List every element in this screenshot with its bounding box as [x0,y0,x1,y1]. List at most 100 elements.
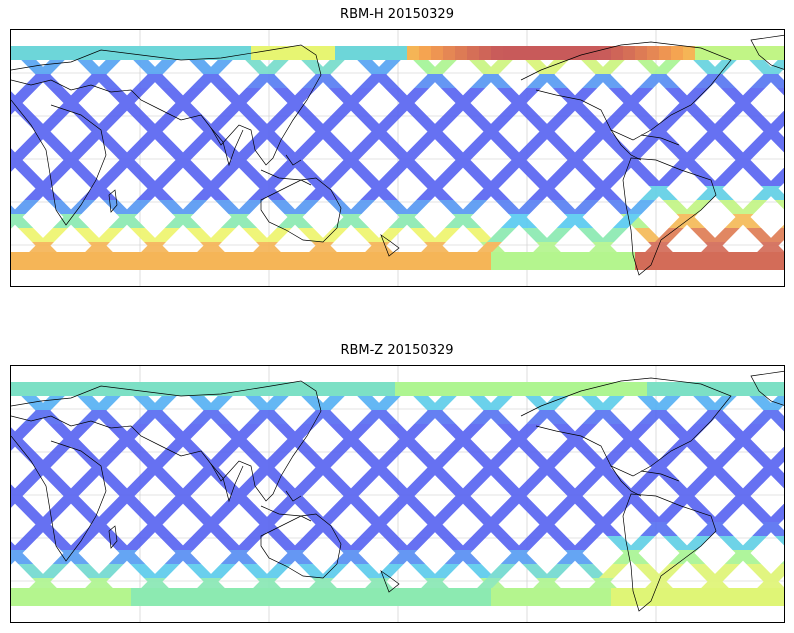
rbm-z-swath-segment-383 [554,438,584,452]
rbm-h-swath-segment-245 [78,74,107,88]
map-plot-rbm-h [11,30,784,286]
rbm-z-swath-segment-421 [584,522,613,536]
rbm-h-south-band-cell [275,252,287,270]
rbm-h-swath-segment-303 [274,102,304,116]
rbm-h-north-band-cell [431,46,443,60]
rbm-z-swath-segment-320 [317,452,346,466]
rbm-z-north-band-cell [515,382,527,396]
rbm-h-south-band-cell [251,252,263,270]
rbm-h-south-band-cell [491,252,503,270]
rbm-h-south-band-cell [83,252,95,270]
rbm-h-south-band-cell [107,252,119,270]
rbm-z-swath-segment-406 [514,536,544,550]
rbm-z-swath-segment-292 [150,508,179,522]
rbm-h-swath-segment-436 [654,172,683,186]
rbm-h-swath-segment-90 [326,200,356,214]
rbm-z-swath-segment-154 [550,536,580,550]
rbm-h-swath-segment-255 [134,74,163,88]
rbm-h-south-band-cell [263,252,275,270]
rbm-z-swath-segment-370 [457,480,487,494]
rbm-h-north-band-cell [491,46,503,60]
rbm-h-south-band-cell [371,252,383,270]
rbm-z-swath-segment-136 [467,508,496,522]
rbm-h-swath-segment-271 [162,102,192,116]
rbm-z-swath-segment-302 [288,424,318,438]
rbm-z-north-band-cell [107,382,119,396]
rbm-h-south-band-cell [383,252,395,270]
rbm-h-south-band-cell [599,252,611,270]
rbm-h-swath-segment-333 [414,74,443,88]
rbm-h-swath-segment-263 [24,186,53,200]
rbm-z-north-band-cell [371,382,383,396]
rbm-z-coastline-10 [750,370,784,406]
rbm-h-south-band-cell [551,252,563,270]
rbm-h-swath-segment-339 [331,158,361,172]
rbm-z-north-band-cell [479,382,491,396]
rbm-z-swath-segment-374 [402,536,432,550]
rbm-h-north-band-cell [503,46,515,60]
rbm-h-swath-segment-122 [438,200,468,214]
rbm-h-coastline-1 [11,99,107,226]
rbm-h-swath-segment-247 [50,102,80,116]
rbm-z-swath-segment-458 [738,536,768,550]
rbm-z-swath-segment-269 [190,410,219,424]
rbm-h-swath-segment-136 [467,172,496,186]
rbm-h-south-band-cell [431,252,443,270]
rbm-h-swath-segment-124 [466,228,495,242]
rbm-h-swath-segment-451 [668,214,698,228]
rbm-z-south-band-cell [671,588,683,606]
rbm-h-swath-segment-323 [275,158,305,172]
rbm-h-north-band-cell [59,46,71,60]
rbm-z-swath-segment-300 [316,396,345,410]
rbm-z-swath-segment-376 [375,564,404,578]
rbm-h-swath-segment-412 [708,60,737,74]
rbm-h-south-band-cell [767,252,779,270]
rbm-z-south-band-cell [779,588,784,606]
rbm-z-swath-segment-72 [243,508,272,522]
rbm-z-south-band-cell [251,588,263,606]
rbm-h-north-band-cell [419,46,431,60]
rbm-h-swath-segment-273 [135,130,164,144]
rbm-z-swath-segment-263 [24,522,53,536]
rbm-z-swath-segment-389 [472,522,501,536]
rbm-h-south-band-cell [71,252,83,270]
rbm-h-north-band-cell [755,46,767,60]
rbm-h-swath-segment-277 [80,186,109,200]
rbm-z-swath-segment-305 [247,466,276,480]
rbm-z-south-band-cell [659,588,671,606]
rbm-z-swath-segment-372 [430,508,459,522]
rbm-h-swath-segment-218 [774,200,784,210]
rbm-h-swath-segment-310 [178,200,208,214]
rbm-z-south-band-cell [443,588,455,606]
rbm-z-north-band-cell [407,382,419,396]
rbm-z-north-band-cell [191,382,203,396]
rbm-h-swath-segment-430 [736,88,766,102]
rbm-z-swath-segment-365 [526,410,555,424]
rbm-z-coastline-8 [610,465,680,497]
rbm-z-north-band-cell [659,382,671,396]
rbm-z-swath-segment-332 [428,396,457,410]
rbm-z-north-band-cell [635,382,647,396]
rbm-z-swath-segment-227 [775,480,784,489]
rbm-z-swath-segment-291 [163,494,193,508]
rbm-h-swath-segment-312 [151,228,180,242]
rbm-z-swath-segment-120 [411,508,440,522]
rbm-h-coastline-0 [11,44,322,166]
rbm-h-north-band-cell [299,46,311,60]
rbm-z-north-band-cell [731,382,743,396]
rbm-h-swath-segment-448 [710,172,739,186]
rbm-z-swath-segment-184 [635,508,664,522]
rbm-z-swath-segment-106 [382,536,412,550]
rbm-h-south-band-cell [779,252,784,270]
rbm-h-swath-segment-318 [344,88,374,102]
rbm-h-swath-segment-374 [402,200,432,214]
rbm-z-swath-segment-12 [46,536,76,550]
rbm-h-swath-segment-431 [722,102,752,116]
rbm-z-north-band-cell [551,382,563,396]
rbm-z-north-band-cell [539,382,551,396]
rbm-h-swath-segment-463 [780,224,784,228]
rbm-h-south-band-cell [515,252,527,270]
rbm-z-swath-segment-336 [373,452,402,466]
rbm-z-swath-segment-287 [218,438,248,452]
rbm-z-swath-segment-104 [355,508,384,522]
